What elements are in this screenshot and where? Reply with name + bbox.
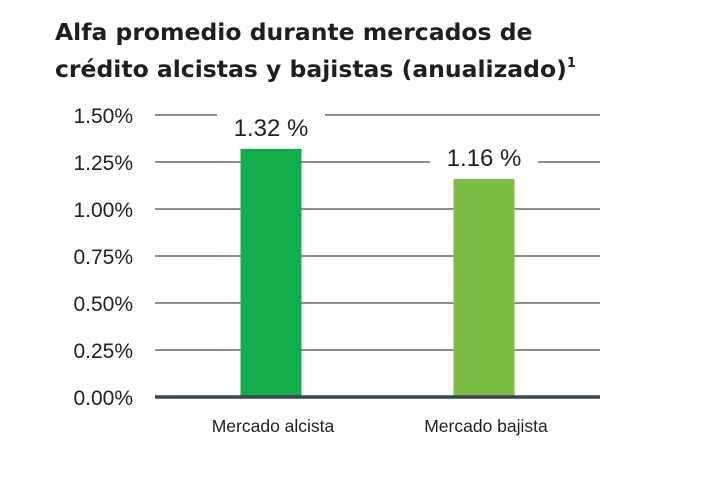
y-tick-label: 0.25% (73, 340, 133, 363)
y-tick-label: 1.50% (73, 105, 133, 128)
y-tick-label: 0.75% (73, 246, 133, 269)
bar (453, 178, 515, 397)
bars (240, 148, 515, 397)
y-tick-label: 0.50% (73, 293, 133, 316)
x-category-label: Mercado bajista (424, 416, 548, 436)
y-tick-label: 1.00% (73, 199, 133, 222)
data-labels: 1.32 % 1.16 % (217, 109, 538, 174)
bar (240, 148, 302, 397)
data-label: 1.32 % (234, 115, 309, 142)
data-label-background (217, 109, 325, 144)
chart-title-line-2-text: crédito alcistas y bajistas (anualizado) (55, 55, 567, 83)
data-label-background (430, 139, 538, 174)
chart-title-line-1: Alfa promedio durante mercados de (55, 18, 532, 46)
chart-title-superscript: 1 (567, 56, 576, 71)
y-tick-label: 0.00% (73, 387, 133, 410)
x-category-label: Mercado alcista (212, 416, 335, 436)
x-axis-category-labels: Mercado alcista Mercado bajista (212, 416, 548, 436)
data-label: 1.16 % (447, 145, 522, 172)
y-axis-tick-labels: 0.00% 0.25% 0.50% 0.75% 1.00% 1.25% 1.50% (73, 105, 133, 410)
chart-title-line-2: crédito alcistas y bajistas (anualizado)… (55, 55, 576, 83)
y-tick-label: 1.25% (73, 152, 133, 175)
